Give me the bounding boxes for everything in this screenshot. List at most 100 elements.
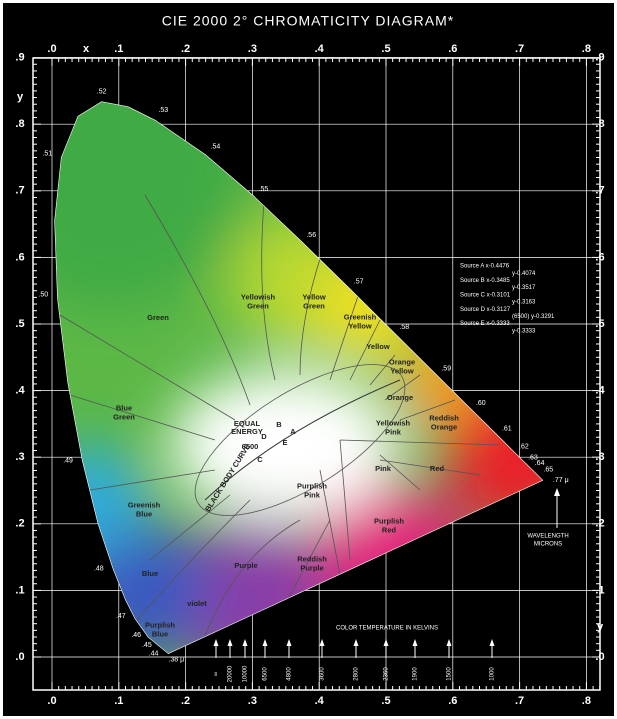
region-label: Yellow	[348, 321, 372, 330]
wavelength-label: .46	[131, 632, 141, 639]
source-letter: C	[257, 455, 263, 464]
region-label: Yellowish	[376, 418, 411, 427]
source-info: y-0.3333	[512, 328, 536, 334]
x-tick-label: .4	[315, 695, 325, 707]
region-label: Purple	[234, 561, 257, 570]
y-tick-label: .5	[595, 318, 604, 330]
temperature-label: 1500	[447, 667, 453, 681]
region-label: Yellow	[366, 342, 390, 351]
y-tick-label: .5	[15, 318, 24, 330]
x-axis-letter: x	[83, 43, 90, 55]
y-axis-letter: y	[597, 621, 604, 633]
arrowhead	[286, 639, 292, 646]
x-tick-label: .5	[381, 43, 390, 55]
wavelength-label: .49	[63, 457, 73, 464]
region-label: Orange	[387, 393, 413, 402]
x-tick-label: .2	[181, 43, 190, 55]
wavelength-note: MICRONS	[534, 542, 562, 548]
source-letter: A	[290, 427, 296, 436]
x-tick-label: .2	[181, 695, 190, 707]
x-tick-label: .4	[315, 43, 325, 55]
y-tick-label: .0	[595, 651, 604, 663]
temperature-label: 10000	[243, 665, 249, 682]
y-tick-label: .9	[595, 52, 604, 64]
region-label: Green	[147, 313, 169, 322]
arrowhead	[383, 639, 389, 646]
region-label: Blue	[142, 569, 158, 578]
region-label: Greenish	[128, 500, 161, 509]
spectral-locus	[54, 101, 544, 655]
region-label: Orange	[389, 357, 415, 366]
arrowhead	[262, 639, 268, 646]
x-tick-label: .1	[114, 43, 123, 55]
source-letter: D	[261, 432, 267, 441]
temperature-label: ∞	[214, 672, 220, 676]
x-tick-label: .6	[448, 695, 457, 707]
wavelength-label: .64	[535, 460, 545, 467]
x-tick-label: .0	[47, 43, 56, 55]
source-info: y-0.4074	[512, 271, 536, 277]
wavelength-label: .52	[97, 89, 107, 96]
wavelength-label: .45	[142, 642, 152, 649]
temperature-label: 1000	[490, 667, 496, 681]
source-info: Source D x-0.3127	[460, 307, 511, 313]
arrowhead	[489, 639, 495, 646]
x-tick-label: .5	[381, 695, 390, 707]
y-tick-label: .3	[15, 451, 24, 463]
y-axis-letter: y	[17, 91, 24, 103]
y-tick-label: .1	[15, 584, 24, 596]
wavelength-label: .55	[259, 186, 269, 193]
region-label: Purplish	[374, 516, 404, 525]
arrowhead	[319, 639, 325, 646]
arrowhead	[353, 639, 359, 646]
arrowhead	[446, 639, 452, 646]
x-tick-label: .3	[248, 43, 257, 55]
source-letter: B	[276, 420, 282, 429]
y-tick-label: .0	[15, 651, 24, 663]
region-label: Orange	[431, 422, 457, 431]
temperature-title: COLOR TEMPERATURE IN KELVINS	[336, 626, 438, 632]
wavelength-label: .58	[399, 324, 409, 331]
white-point-temp: 6500	[242, 442, 259, 451]
y-tick-label: .9	[15, 52, 24, 64]
wavelength-label: .38 μ	[168, 657, 184, 664]
wavelength-label: .77 μ	[553, 477, 569, 484]
region-label: Blue	[152, 629, 168, 638]
region-label: Reddish	[429, 413, 459, 422]
wavelength-label: .51	[42, 150, 52, 157]
y-tick-label: .7	[15, 185, 24, 197]
source-info: y-0.3517	[512, 285, 536, 291]
x-tick-label: .6	[448, 43, 457, 55]
arrowhead	[554, 488, 560, 496]
y-tick-label: .3	[595, 451, 604, 463]
x-tick-label: .7	[515, 43, 524, 55]
region-label: Yellow	[302, 292, 326, 301]
temperature-label: 6500	[263, 667, 269, 681]
temperature-label: 3600	[320, 667, 326, 681]
region-label: violet	[187, 599, 207, 608]
wavelength-label: .63	[528, 454, 538, 461]
x-tick-label: .1	[114, 695, 123, 707]
region-label: Blue	[116, 403, 132, 412]
x-tick-label: .0	[47, 695, 56, 707]
y-tick-label: .4	[595, 385, 605, 397]
source-info: y-0.3163	[512, 300, 536, 306]
temperature-label: 20000	[228, 665, 234, 682]
wavelength-label: .48	[94, 565, 104, 572]
arrowhead	[412, 639, 418, 646]
region-label: Reddish	[297, 554, 327, 563]
region-label: Green	[247, 301, 269, 310]
region-label: Yellowish	[241, 292, 276, 301]
source-info: Source A x-0.4476	[460, 264, 510, 270]
temperature-label: 4800	[287, 667, 293, 681]
wavelength-label: .59	[441, 365, 451, 372]
source-info: Source E x-0.3333	[460, 321, 510, 327]
title: CIE 2000 2° CHROMATICITY DIAGRAM*	[162, 13, 454, 29]
wavelength-label: .56	[306, 232, 316, 239]
arrowhead	[213, 639, 219, 646]
region-label: Pink	[304, 490, 321, 499]
source-info: Source B x-0.3485	[460, 278, 510, 284]
y-tick-label: .6	[15, 251, 24, 263]
region-label: Purplish	[145, 620, 175, 629]
